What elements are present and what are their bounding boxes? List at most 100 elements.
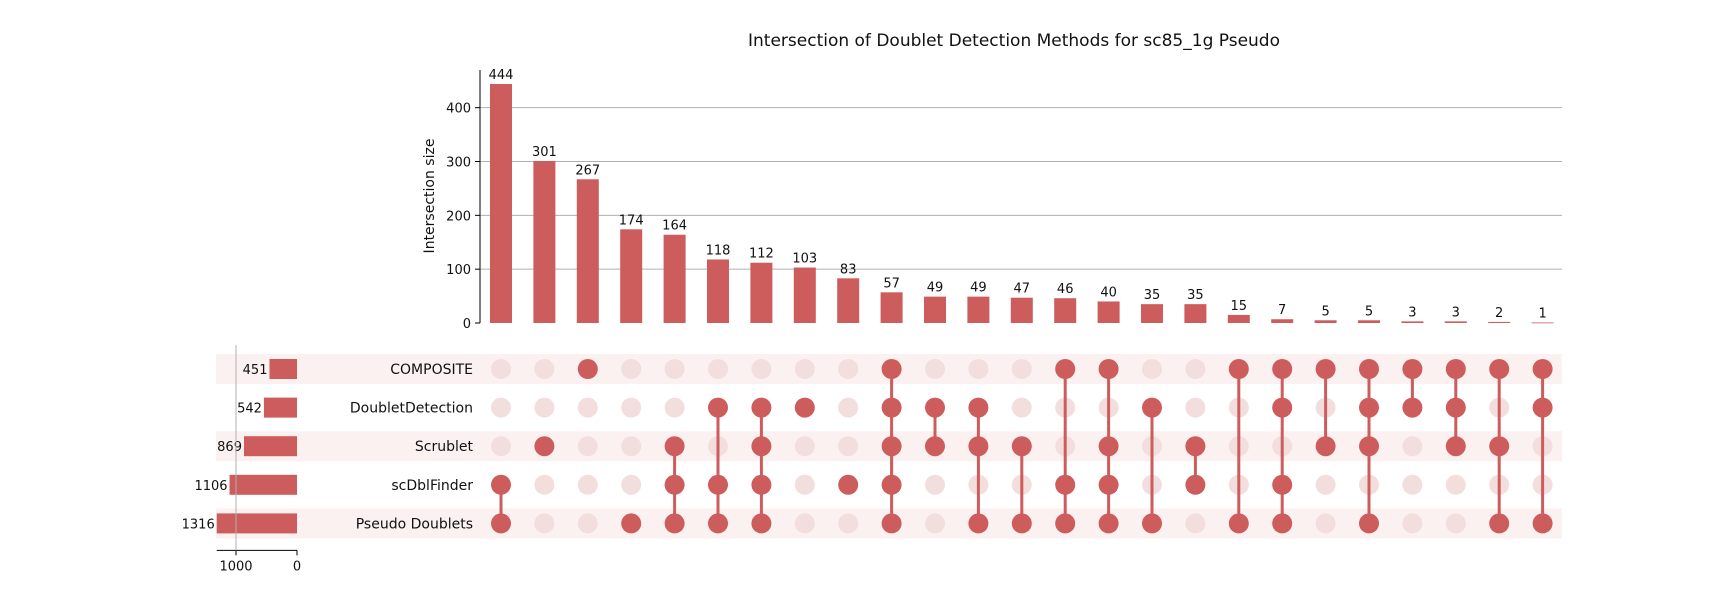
matrix-dot-inactive bbox=[794, 436, 815, 457]
matrix-dot-active bbox=[794, 397, 815, 418]
bar-value-label: 35 bbox=[1187, 288, 1204, 303]
set-labels: COMPOSITE DoubletDetection Scrublet scDblFi… bbox=[350, 362, 474, 532]
matrix-dot-inactive bbox=[794, 513, 815, 534]
set-size-bar bbox=[269, 359, 297, 379]
matrix-dot-active bbox=[1142, 513, 1162, 534]
matrix-dot-active bbox=[1228, 513, 1249, 534]
matrix-dot-inactive bbox=[621, 436, 642, 457]
intersection-bar bbox=[663, 234, 686, 323]
bar-value-label: 112 bbox=[749, 247, 774, 262]
matrix-dot-active bbox=[751, 513, 772, 534]
intersection-bar bbox=[880, 292, 903, 323]
matrix-dot-active bbox=[1098, 436, 1119, 457]
y-tick-label: 400 bbox=[446, 102, 471, 117]
y-tick-label: 200 bbox=[446, 209, 471, 224]
bar-value-label: 15 bbox=[1231, 299, 1248, 314]
bar-value-label: 46 bbox=[1057, 282, 1074, 297]
matrix-dot-active bbox=[751, 436, 772, 457]
intersection-bar bbox=[620, 229, 643, 323]
bar-value-label: 301 bbox=[532, 145, 557, 160]
bar-value-label: 5 bbox=[1321, 304, 1329, 319]
matrix-dot-inactive bbox=[968, 359, 989, 379]
matrix-dot-active bbox=[708, 397, 728, 418]
matrix-dot-active bbox=[1489, 436, 1510, 457]
matrix-dot-inactive bbox=[577, 397, 598, 418]
intersection-bar bbox=[1227, 314, 1250, 323]
matrix-dot-active bbox=[1055, 359, 1076, 379]
matrix-dot-active bbox=[1315, 436, 1336, 457]
bar-value-label: 267 bbox=[575, 163, 600, 178]
intersection-bar bbox=[1531, 322, 1554, 324]
matrix-dot-active bbox=[577, 359, 598, 379]
set-size-bar bbox=[216, 513, 297, 534]
bar-value-label: 7 bbox=[1278, 303, 1286, 318]
set-size-bar bbox=[263, 397, 297, 418]
intersection-bar bbox=[924, 296, 946, 323]
matrix-dot-inactive bbox=[1445, 474, 1466, 495]
matrix-dot-active bbox=[925, 397, 945, 418]
intersection-bar bbox=[490, 83, 512, 323]
matrix-dot-active bbox=[881, 436, 902, 457]
matrix-dot-inactive bbox=[491, 359, 511, 379]
matrix-dot-inactive bbox=[534, 513, 555, 534]
intersection-bar bbox=[1271, 319, 1294, 323]
bar-value-label: 83 bbox=[840, 262, 857, 277]
y-tick-label: 300 bbox=[446, 156, 471, 171]
matrix-dot-inactive bbox=[838, 359, 859, 379]
intersection-bar bbox=[1488, 321, 1511, 323]
matrix-dot-inactive bbox=[534, 397, 555, 418]
y-axis-label: Intersection size bbox=[422, 139, 438, 254]
matrix-dot-inactive bbox=[838, 513, 859, 534]
set-label: Scrublet bbox=[415, 439, 474, 455]
set-size-bar bbox=[243, 436, 297, 457]
matrix-dot-inactive bbox=[1011, 359, 1032, 379]
matrix-dot-active bbox=[1315, 359, 1336, 379]
bar-value-label: 174 bbox=[619, 213, 644, 228]
bar-value-label: 118 bbox=[706, 243, 731, 258]
bar-value-label: 103 bbox=[792, 252, 817, 267]
y-tick-label: 0 bbox=[463, 317, 471, 332]
matrix-dot-inactive bbox=[534, 474, 555, 495]
bar-value-label: 5 bbox=[1365, 304, 1373, 319]
set-label: scDblFinder bbox=[391, 478, 473, 494]
intersection-bar bbox=[707, 259, 729, 323]
bar-value-label: 49 bbox=[927, 281, 944, 296]
matrix-dot-active bbox=[1272, 474, 1293, 495]
matrix-dot-active bbox=[1359, 436, 1379, 457]
bar-value-label: 40 bbox=[1100, 285, 1117, 300]
matrix-dot-active bbox=[925, 436, 945, 457]
set-label: COMPOSITE bbox=[390, 362, 473, 378]
matrix-dot-inactive bbox=[577, 513, 598, 534]
matrix-dot-inactive bbox=[1142, 359, 1162, 379]
matrix-dot-active bbox=[1489, 513, 1510, 534]
matrix-dot-active bbox=[491, 513, 511, 534]
matrix-dot-inactive bbox=[1445, 513, 1466, 534]
matrix-dot-inactive bbox=[708, 359, 728, 379]
matrix-dot-active bbox=[1272, 359, 1293, 379]
matrix-dot-inactive bbox=[1402, 436, 1423, 457]
matrix-dot-active bbox=[1098, 513, 1119, 534]
matrix-dot-inactive bbox=[1011, 397, 1032, 418]
matrix-dot-active bbox=[1185, 474, 1206, 495]
matrix-dot-active bbox=[968, 513, 989, 534]
matrix-dot-active bbox=[881, 397, 902, 418]
matrix-dot-active bbox=[881, 513, 902, 534]
matrix-dot-inactive bbox=[925, 513, 945, 534]
intersection-bar bbox=[793, 267, 816, 323]
membership-matrix bbox=[491, 359, 1553, 534]
matrix-dot-active bbox=[1532, 359, 1553, 379]
y-tick-label: 100 bbox=[446, 263, 471, 278]
matrix-dot-inactive bbox=[664, 359, 685, 379]
set-size-tick-label: 0 bbox=[293, 559, 301, 574]
matrix-dot-active bbox=[1359, 359, 1379, 379]
matrix-dot-inactive bbox=[577, 474, 598, 495]
matrix-dot-active bbox=[708, 513, 728, 534]
intersection-bar bbox=[1054, 298, 1077, 323]
matrix-dot-inactive bbox=[577, 436, 598, 457]
matrix-dot-active bbox=[664, 513, 685, 534]
intersection-bar bbox=[1141, 304, 1163, 323]
matrix-dot-inactive bbox=[838, 436, 859, 457]
matrix-dot-inactive bbox=[621, 397, 642, 418]
matrix-dot-inactive bbox=[751, 359, 772, 379]
